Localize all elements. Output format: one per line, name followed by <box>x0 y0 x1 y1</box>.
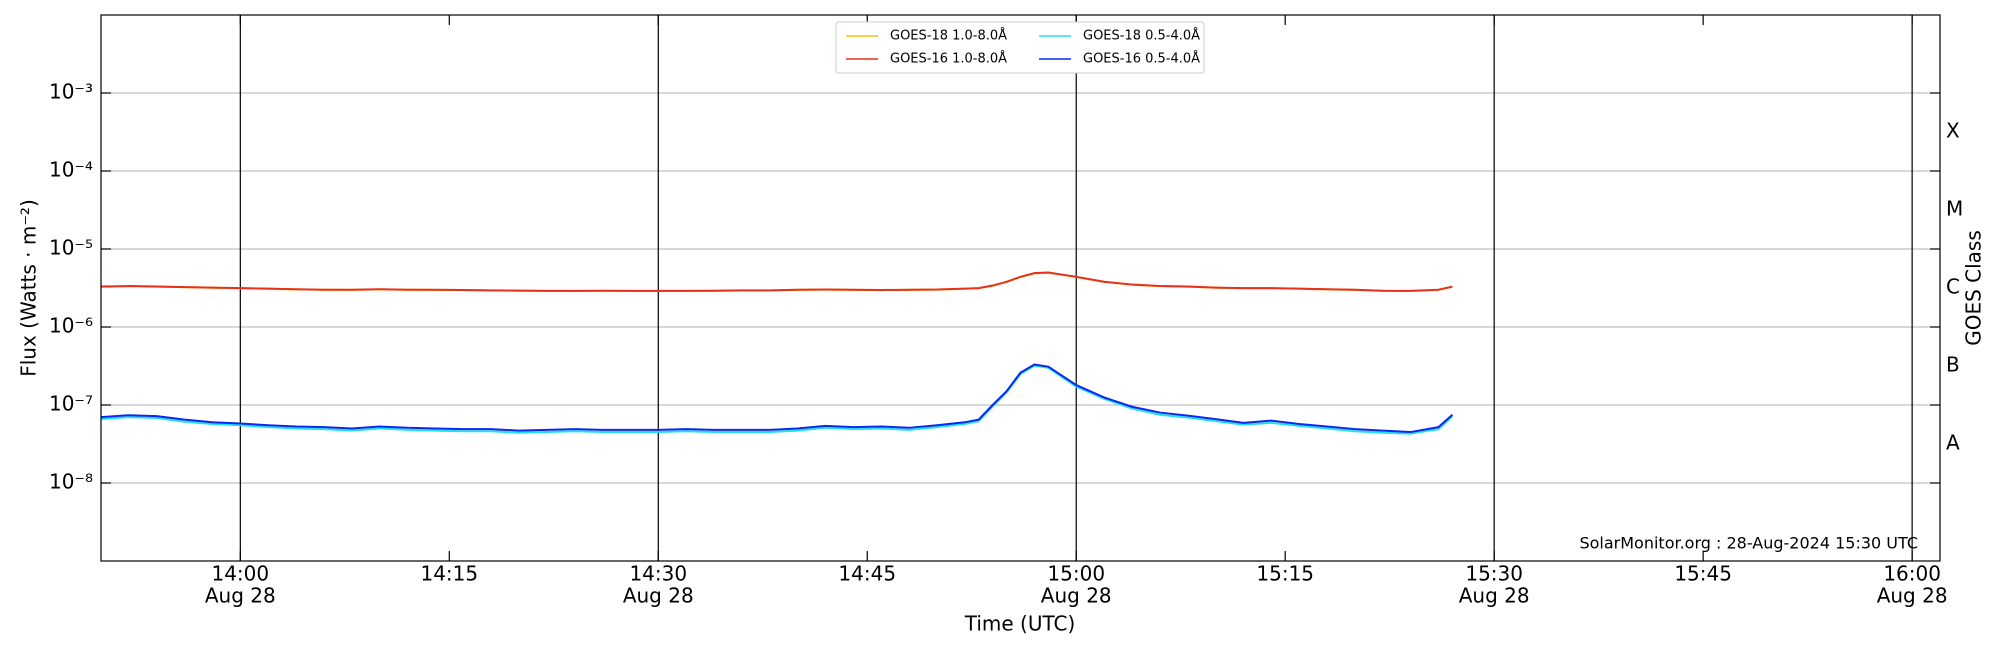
series-line <box>100 364 1454 435</box>
x-tick-sublabel: Aug 28 <box>1877 584 1948 608</box>
y2-tick-label: B <box>1946 353 1960 377</box>
legend-label: GOES-16 0.5-4.0Å <box>1083 51 1200 67</box>
y-axis-label: Flux (Watts · m⁻²) <box>17 199 41 377</box>
x-tick-label: 14:30 <box>629 562 687 586</box>
y-tick-label: 10⁻⁶ <box>49 314 93 338</box>
series-line <box>100 363 1454 434</box>
x-tick-label: 14:15 <box>420 562 478 586</box>
x-tick-sublabel: Aug 28 <box>1459 584 1530 608</box>
x-axis-label: Time (UTC) <box>964 612 1076 636</box>
x-tick-label: 15:45 <box>1674 562 1732 586</box>
x-tick-label: 16:00 <box>1883 562 1941 586</box>
y2-tick-label: X <box>1946 119 1960 143</box>
x-tick-label: 15:00 <box>1047 562 1105 586</box>
y-tick-label: 10⁻⁸ <box>49 470 93 494</box>
y2-tick-label: C <box>1946 275 1960 299</box>
x-tick-label: 14:00 <box>211 562 269 586</box>
plot-frame <box>100 14 1941 562</box>
y2-axis-label: GOES Class <box>1962 230 1986 346</box>
x-tick-label: 15:30 <box>1465 562 1523 586</box>
y-tick-label: 10⁻⁴ <box>49 158 93 182</box>
x-tick-label: 15:15 <box>1256 562 1314 586</box>
y2-tick-label: A <box>1946 431 1960 455</box>
series-line <box>100 271 1453 292</box>
x-tick-label: 14:45 <box>838 562 896 586</box>
y-tick-label: 10⁻⁵ <box>49 236 93 260</box>
y-tick-label: 10⁻⁷ <box>49 392 93 416</box>
x-tick-sublabel: Aug 28 <box>623 584 694 608</box>
x-tick-sublabel: Aug 28 <box>205 584 276 608</box>
y-tick-label: 10⁻³ <box>49 80 93 104</box>
annotation: SolarMonitor.org : 28-Aug-2024 15:30 UTC <box>1579 534 1918 553</box>
x-tick-sublabel: Aug 28 <box>1041 584 1112 608</box>
legend-label: GOES-18 1.0-8.0Å <box>890 28 1007 44</box>
legend-label: GOES-16 1.0-8.0Å <box>890 51 1007 67</box>
legend-label: GOES-18 0.5-4.0Å <box>1083 28 1200 44</box>
legend-box <box>835 21 1205 74</box>
y2-tick-label: M <box>1946 197 1963 221</box>
